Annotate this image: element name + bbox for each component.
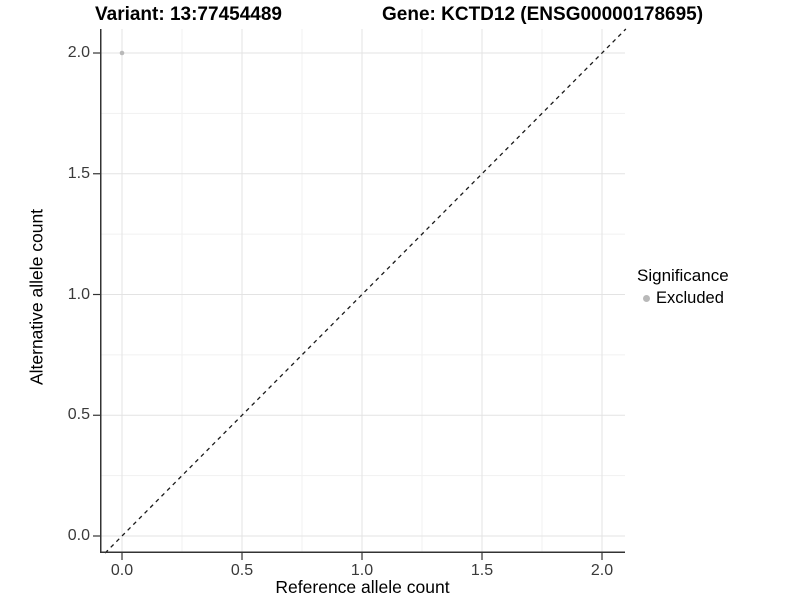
y-tick-label: 0.0 bbox=[67, 526, 90, 544]
x-tick-label: 0.5 bbox=[230, 562, 254, 579]
legend-item-label: Excluded bbox=[656, 289, 724, 307]
panel-canvas bbox=[93, 28, 627, 560]
legend-title: Significance bbox=[637, 266, 729, 285]
legend-dot-icon bbox=[643, 295, 650, 302]
y-tick-label: 1.5 bbox=[67, 164, 90, 182]
x-tick-label: 0.0 bbox=[110, 562, 134, 579]
x-axis-title: Reference allele count bbox=[275, 577, 450, 597]
identity-line bbox=[104, 28, 627, 554]
y-axis-title: Alternative allele count bbox=[26, 208, 47, 386]
y-tick-label: 2.0 bbox=[67, 44, 90, 61]
legend-item: Excluded bbox=[637, 289, 729, 308]
axis-lines bbox=[100, 29, 625, 553]
data-point bbox=[119, 50, 125, 56]
y-tick-label: 1.0 bbox=[67, 285, 90, 303]
x-tick-label: 1.0 bbox=[350, 562, 374, 579]
x-tick-label: 2.0 bbox=[590, 562, 614, 579]
y-tick-label: 0.5 bbox=[67, 406, 90, 424]
plot-title-gene: Gene: KCTD12 (ENSG00000178695) bbox=[382, 4, 704, 25]
x-tick-label: 1.5 bbox=[470, 562, 494, 579]
plot-panel: 0.0 0.5 1.0 1.5 2.0 0.0 0.5 1.0 1.5 2.0 bbox=[68, 28, 627, 579]
plot-title-variant: Variant: 13:77454489 bbox=[95, 4, 282, 25]
legend: Significance Excluded bbox=[637, 266, 729, 308]
